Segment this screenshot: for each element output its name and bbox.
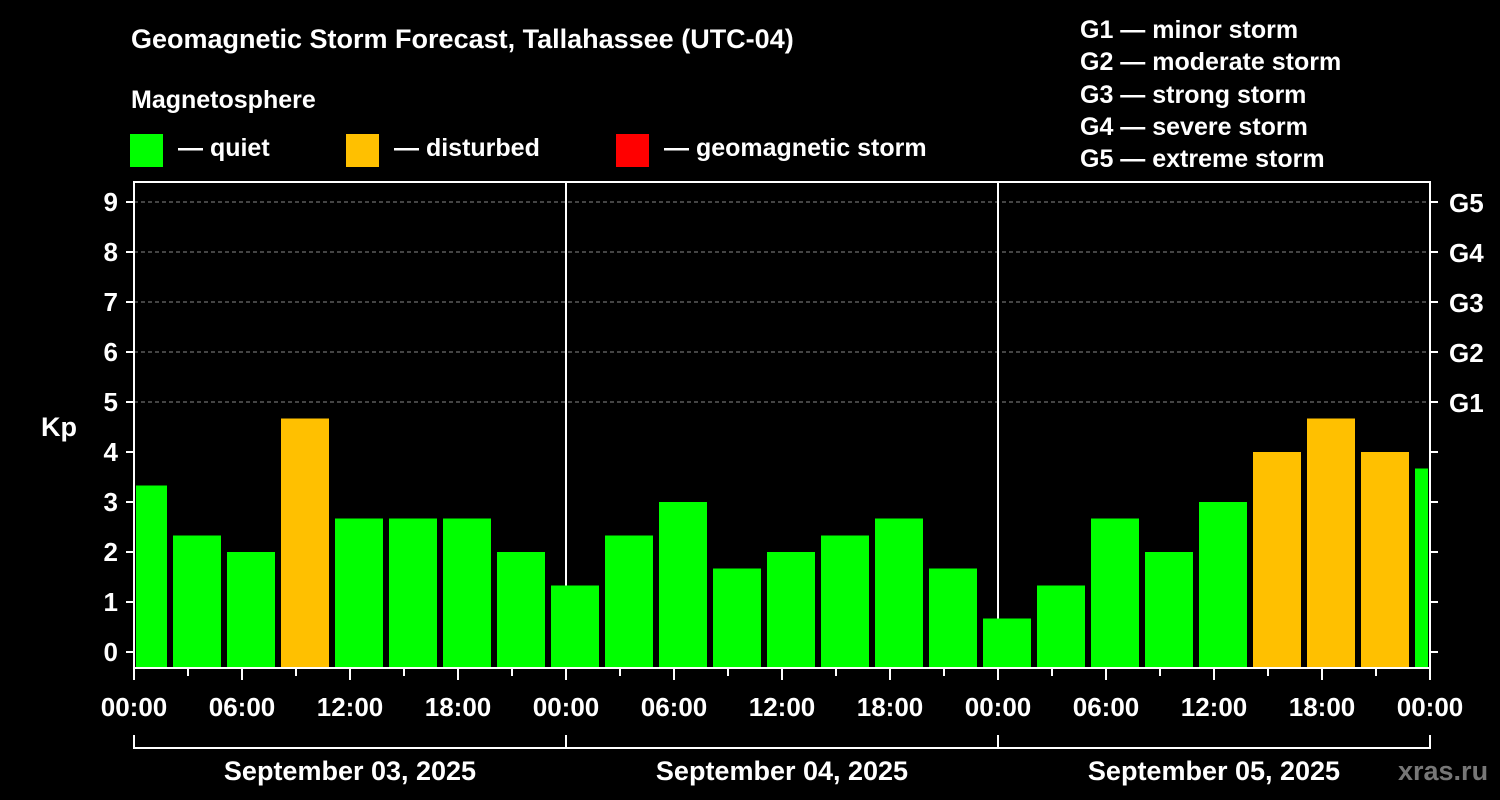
x-tick-label: 18:00 (1289, 692, 1356, 722)
scale-g2: G2 — moderate storm (1080, 48, 1342, 77)
scale-g5: G5 — extreme storm (1080, 145, 1325, 174)
y-tick-label: 8 (104, 237, 118, 267)
g-scale-label: G2 (1449, 338, 1484, 368)
x-tick-label: 00:00 (965, 692, 1032, 722)
kp-bar (551, 585, 599, 668)
kp-bar (443, 518, 491, 668)
kp-bar (1199, 502, 1247, 668)
legend-swatch-quiet (130, 134, 163, 167)
kp-bar (983, 618, 1031, 668)
kp-bar (1037, 585, 1085, 668)
x-tick-label: 18:00 (857, 692, 924, 722)
scale-g4: G4 — severe storm (1080, 112, 1308, 141)
chart-title: Geomagnetic Storm Forecast, Tallahassee … (131, 24, 794, 54)
x-tick-label: 12:00 (1181, 692, 1248, 722)
x-tick-label: 00:00 (533, 692, 600, 722)
y-axis-label: Kp (41, 412, 77, 442)
legend-label-quiet: — quiet (178, 134, 270, 162)
y-tick-label: 2 (104, 537, 118, 567)
kp-bar (767, 552, 815, 668)
kp-bar (1361, 452, 1409, 668)
x-tick-label: 18:00 (425, 692, 492, 722)
kp-bar (281, 418, 329, 668)
kp-bar (605, 535, 653, 668)
x-tick-label: 06:00 (209, 692, 276, 722)
kp-bar (713, 568, 761, 668)
kp-bar (1091, 518, 1139, 668)
kp-bar (389, 518, 437, 668)
date-label: September 04, 2025 (656, 756, 908, 786)
kp-bar (1415, 468, 1428, 668)
x-tick-label: 00:00 (101, 692, 168, 722)
y-tick-label: 5 (104, 387, 118, 417)
legend-swatch-disturbed (346, 134, 379, 167)
legend-label-disturbed: — disturbed (394, 134, 540, 162)
scale-g3: G3 — strong storm (1080, 80, 1307, 109)
g-scale-label: G4 (1449, 238, 1484, 268)
date-label: September 03, 2025 (224, 756, 476, 786)
kp-bar (1253, 452, 1301, 668)
kp-bar (929, 568, 977, 668)
legend-swatch-storm (616, 134, 649, 167)
x-tick-label: 12:00 (749, 692, 816, 722)
x-tick-label: 12:00 (317, 692, 384, 722)
y-tick-label: 1 (104, 587, 118, 617)
date-label: September 05, 2025 (1088, 756, 1340, 786)
legend-label-storm: — geomagnetic storm (664, 134, 927, 162)
kp-bar (497, 552, 545, 668)
x-tick-label: 06:00 (1073, 692, 1140, 722)
g-scale-label: G3 (1449, 288, 1484, 318)
x-tick-label: 00:00 (1397, 692, 1464, 722)
y-tick-label: 7 (104, 287, 118, 317)
y-tick-label: 9 (104, 187, 118, 217)
g-scale-label: G1 (1449, 388, 1484, 418)
kp-bar (1307, 418, 1355, 668)
y-tick-label: 4 (104, 437, 119, 467)
kp-bar (173, 535, 221, 668)
y-tick-label: 6 (104, 337, 118, 367)
kp-bar (335, 518, 383, 668)
y-tick-label: 3 (104, 487, 118, 517)
kp-bar (136, 485, 167, 668)
kp-bar (659, 502, 707, 668)
scale-g1: G1 — minor storm (1080, 16, 1299, 44)
kp-bar (227, 552, 275, 668)
g-scale-label: G5 (1449, 188, 1484, 218)
kp-bar (1145, 552, 1193, 668)
x-tick-label: 06:00 (641, 692, 708, 722)
kp-bar (821, 535, 869, 668)
y-tick-label: 0 (104, 637, 118, 667)
legend-heading: Magnetosphere (131, 86, 316, 114)
storm-scale: G1 — minor storm G2 — moderate storm G3 … (1080, 14, 1341, 175)
watermark: xras.ru (1398, 756, 1489, 786)
kp-bar (875, 518, 923, 668)
